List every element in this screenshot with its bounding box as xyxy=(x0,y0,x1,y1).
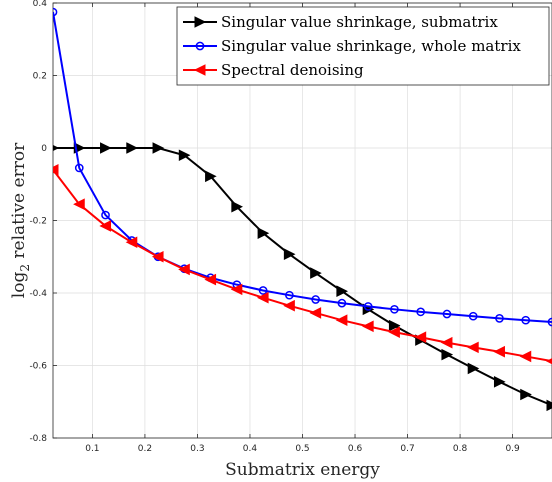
legend-marker xyxy=(194,16,207,28)
x-axis-label: Submatrix energy xyxy=(225,460,380,480)
data-point xyxy=(521,315,531,325)
axis-ticks: 0.1 0.2 0.3 0.4 0.5 0.6 0.7 0.8 0.9 -0.8 -0.6 -0.4 -… xyxy=(29,0,520,454)
data-point xyxy=(416,307,426,317)
data-point xyxy=(388,319,401,332)
data-point xyxy=(151,250,164,263)
data-point xyxy=(53,144,60,152)
data-point xyxy=(53,7,58,17)
data-point xyxy=(125,236,138,249)
y-tick-label: -0.4 xyxy=(29,289,47,299)
x-tick-label: 0.8 xyxy=(453,444,468,454)
data-point xyxy=(442,309,452,319)
data-point xyxy=(310,267,322,279)
legend: Singular value shrinkage, submatrix Singu… xyxy=(176,6,550,86)
data-point xyxy=(74,163,84,173)
x-tick-label: 0.1 xyxy=(85,444,99,454)
data-point xyxy=(126,142,138,154)
data-point xyxy=(467,341,479,354)
legend-item: Singular value shrinkage, whole matrix xyxy=(183,37,521,55)
data-point xyxy=(337,298,347,308)
data-point xyxy=(336,285,349,297)
data-point xyxy=(467,362,480,375)
legend-marker xyxy=(195,41,205,51)
data-point xyxy=(493,376,506,388)
data-point xyxy=(256,291,269,304)
y-axis-label-rest: relative error xyxy=(9,142,29,264)
data-point xyxy=(205,170,217,183)
y-tick-label: 0.4 xyxy=(33,0,48,9)
data-point xyxy=(414,331,427,344)
series-3 xyxy=(53,163,552,365)
data-point xyxy=(520,388,532,401)
y-axis-label: log2 relative error xyxy=(9,142,32,298)
data-point xyxy=(390,304,399,314)
data-point xyxy=(468,311,478,321)
series-1 xyxy=(53,142,552,412)
x-tick-label: 0.5 xyxy=(295,444,309,454)
data-point xyxy=(309,307,322,319)
data-point xyxy=(388,326,400,338)
data-point xyxy=(311,295,320,304)
data-point xyxy=(547,317,552,327)
y-tick-label: -0.6 xyxy=(29,362,47,372)
y-tick-label: -0.2 xyxy=(29,217,47,227)
data-point xyxy=(283,299,295,312)
x-tick-label: 0.4 xyxy=(243,444,258,454)
data-point xyxy=(519,350,532,363)
data-point xyxy=(363,302,373,311)
legend-marker xyxy=(193,64,206,76)
data-point xyxy=(440,336,453,349)
data-point xyxy=(99,220,112,232)
data-point xyxy=(178,149,191,162)
data-point xyxy=(283,248,296,261)
series-group xyxy=(53,7,552,412)
legend-label: Spectral denoising xyxy=(221,61,364,79)
data-point xyxy=(362,320,374,333)
data-point xyxy=(493,345,505,358)
data-point xyxy=(285,290,294,300)
data-point xyxy=(545,358,552,365)
data-point xyxy=(258,286,268,295)
data-point xyxy=(231,200,243,213)
x-tick-label: 0.9 xyxy=(505,444,520,454)
y-tick-label: 0 xyxy=(41,144,47,154)
data-point xyxy=(257,227,270,239)
y-tick-label: -0.8 xyxy=(29,434,47,444)
data-point xyxy=(101,210,110,220)
y-tick-label: 0.2 xyxy=(33,72,47,82)
x-tick-label: 0.3 xyxy=(190,444,204,454)
legend-label: Singular value shrinkage, submatrix xyxy=(221,13,498,31)
data-point xyxy=(495,314,504,323)
data-point xyxy=(100,142,112,154)
data-point xyxy=(53,163,59,176)
data-point xyxy=(178,263,190,276)
data-point xyxy=(204,273,217,286)
y-axis-label-subscript: 2 xyxy=(18,264,32,272)
legend-label: Singular value shrinkage, whole matrix xyxy=(221,37,521,55)
x-tick-label: 0.2 xyxy=(138,444,152,454)
legend-item: Singular value shrinkage, submatrix xyxy=(183,13,498,31)
x-tick-label: 0.6 xyxy=(348,444,363,454)
x-tick-label: 0.7 xyxy=(400,444,414,454)
y-axis-label-main: log xyxy=(9,272,29,299)
legend-box xyxy=(176,6,550,86)
data-point xyxy=(441,348,454,361)
data-point xyxy=(230,283,243,296)
legend-item: Spectral denoising xyxy=(183,61,364,79)
data-point xyxy=(546,399,552,412)
data-point xyxy=(73,198,85,210)
data-point xyxy=(335,314,348,326)
data-point xyxy=(152,142,165,154)
